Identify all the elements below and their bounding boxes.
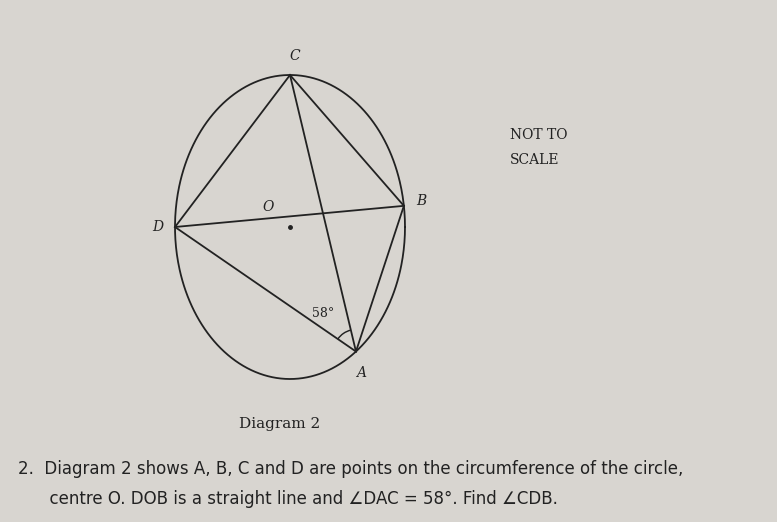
Text: A: A	[356, 365, 366, 379]
Text: 58°: 58°	[312, 307, 334, 320]
Text: B: B	[416, 194, 426, 208]
Text: 2.  Diagram 2 shows A, B, C and D are points on the circumference of the circle,: 2. Diagram 2 shows A, B, C and D are poi…	[18, 460, 684, 478]
Text: O: O	[263, 200, 274, 214]
Text: SCALE: SCALE	[510, 153, 559, 167]
Text: D: D	[152, 220, 163, 234]
Text: C: C	[290, 49, 301, 63]
Text: NOT TO: NOT TO	[510, 128, 567, 142]
Text: centre O. DOB is a straight line and ∠DAC = 58°. Find ∠CDB.: centre O. DOB is a straight line and ∠DA…	[18, 490, 558, 508]
Text: Diagram 2: Diagram 2	[239, 417, 321, 431]
